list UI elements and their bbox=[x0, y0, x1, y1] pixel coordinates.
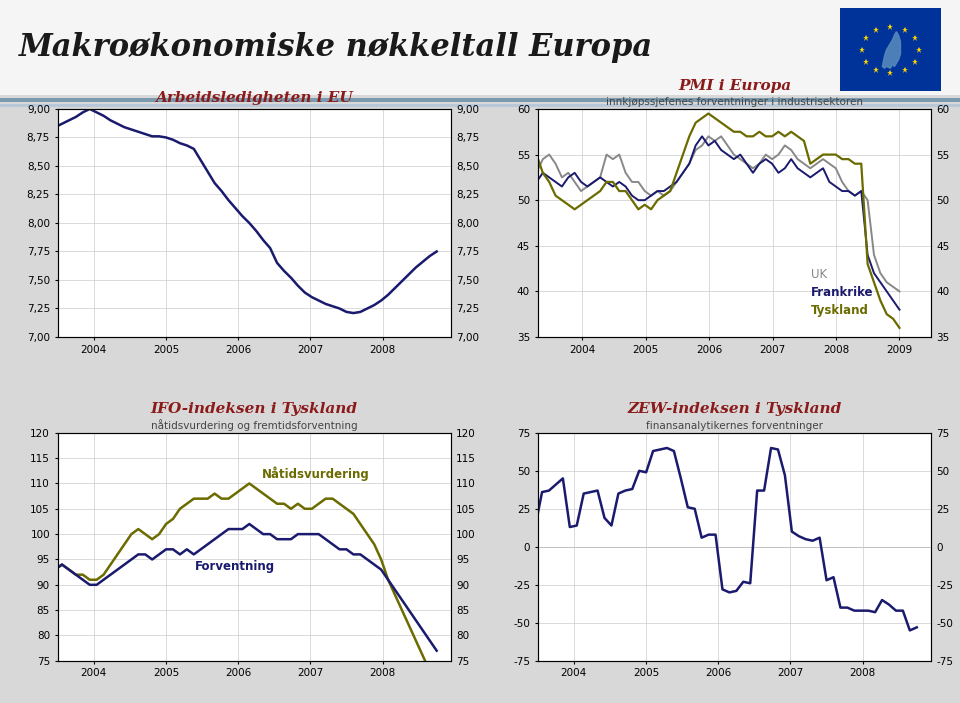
Nåtidsvurdering bbox=[21, 560, 33, 569]
Polygon shape bbox=[882, 32, 900, 68]
Text: Frankrike: Frankrike bbox=[811, 286, 874, 299]
Nåtidsvurdering bbox=[91, 576, 103, 584]
Text: nåtidsvurdering og fremtidsforventning: nåtidsvurdering og fremtidsforventning bbox=[151, 418, 358, 430]
Nåtidsvurdering bbox=[431, 672, 443, 681]
Forventning bbox=[285, 535, 297, 543]
Text: finansanalytikernes forventninger: finansanalytikernes forventninger bbox=[646, 420, 823, 430]
Nåtidsvurdering bbox=[126, 530, 137, 538]
Forventning bbox=[91, 581, 103, 589]
Nåtidsvurdering bbox=[139, 530, 151, 538]
Forventning bbox=[160, 545, 172, 553]
Nåtidsvurdering bbox=[244, 479, 255, 488]
Forventning bbox=[154, 550, 165, 559]
Title: PMI i Europa: PMI i Europa bbox=[678, 79, 791, 93]
Forventning bbox=[139, 550, 151, 559]
Text: Forventning: Forventning bbox=[195, 560, 276, 573]
Nåtidsvurdering bbox=[154, 530, 165, 538]
Text: innkjøpssjefenes forventninger i industrisektoren: innkjøpssjefenes forventninger i industr… bbox=[606, 97, 863, 107]
Title: ZEW-indeksen i Tyskland: ZEW-indeksen i Tyskland bbox=[627, 402, 842, 416]
Text: Tyskland: Tyskland bbox=[811, 304, 869, 317]
Forventning bbox=[431, 647, 443, 655]
Text: UK: UK bbox=[811, 268, 828, 280]
Nåtidsvurdering bbox=[160, 520, 172, 528]
Text: Nåtidsvurdering: Nåtidsvurdering bbox=[262, 467, 370, 482]
Forventning bbox=[21, 555, 33, 564]
Title: IFO-indeksen i Tyskland: IFO-indeksen i Tyskland bbox=[151, 402, 358, 416]
Title: Arbeidsledigheten i EU: Arbeidsledigheten i EU bbox=[156, 91, 353, 105]
Text: Makroøkonomiske nøkkeltall Europa: Makroøkonomiske nøkkeltall Europa bbox=[19, 32, 654, 63]
Nåtidsvurdering bbox=[285, 505, 297, 513]
Forventning bbox=[244, 520, 255, 528]
Forventning bbox=[126, 555, 137, 564]
Line: Nåtidsvurdering: Nåtidsvurdering bbox=[27, 484, 437, 676]
Line: Forventning: Forventning bbox=[27, 524, 437, 651]
